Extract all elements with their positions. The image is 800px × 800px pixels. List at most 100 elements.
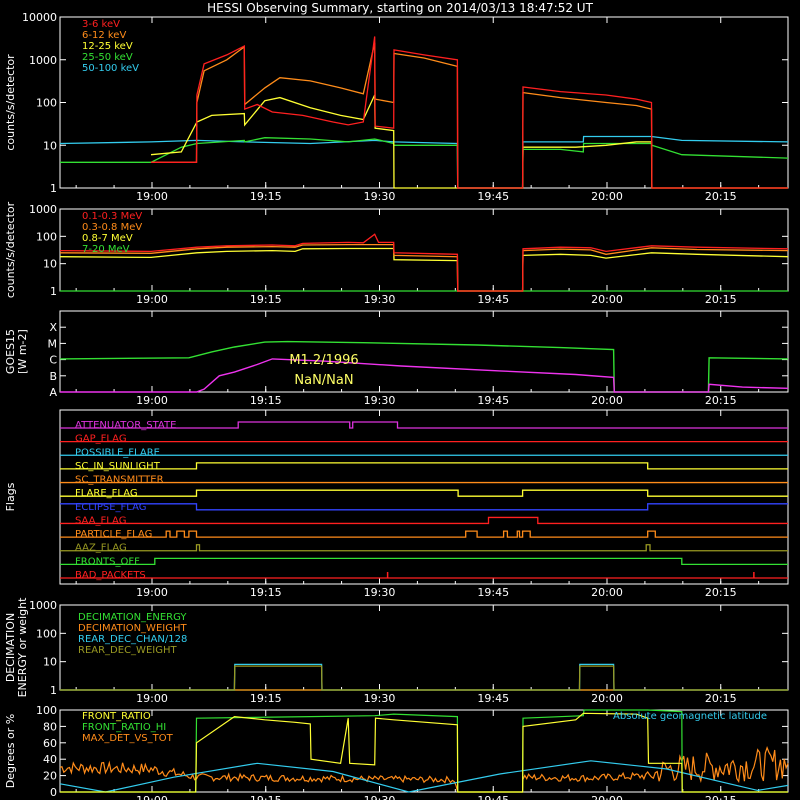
goes-xtick-label: 19:15 xyxy=(250,394,282,407)
series-0-1-0-3-mev xyxy=(59,233,789,292)
lc_low-ytick-label: 1000 xyxy=(29,54,57,67)
decim-xtick-label: 20:15 xyxy=(705,692,737,705)
flag-label: POSSIBLE_FLARE xyxy=(75,447,160,458)
lc_high-legend-entry: 7-20 MeV xyxy=(82,244,130,255)
flag-label: ECLIPSE_FLAG xyxy=(75,502,146,513)
flag-label: PARTICLE_FLAG xyxy=(75,529,152,540)
goes-xtick-label: 19:45 xyxy=(477,394,509,407)
goes-annotation-1: M1.2/1996 xyxy=(289,353,358,368)
ratio-ytick-label: 20 xyxy=(43,770,57,783)
decim-ylabel2: ENERGY or weight xyxy=(16,597,29,697)
flag-label: FLARE_FLAG xyxy=(75,488,138,499)
flags-xtick-label: 20:15 xyxy=(705,586,737,599)
lc_high-ytick-label: 1000 xyxy=(29,203,57,216)
series-max-det-vs-tot xyxy=(59,746,789,793)
ratio-ytick-label: 0 xyxy=(50,786,57,799)
lc_high-xtick-label: 19:30 xyxy=(364,293,396,306)
ratio-legend-entry: FRONT_RATIO xyxy=(82,711,151,722)
decim-ytick-label: 100 xyxy=(36,627,57,640)
goes-ytick-label: M xyxy=(48,337,58,350)
goes-short-curve xyxy=(60,358,789,393)
flag-sc-in-sunlight-trace xyxy=(60,462,788,470)
flags-ylabel: Flags xyxy=(4,482,17,511)
flag-particle-flag-trace xyxy=(60,530,788,538)
decim-xtick-label: 19:30 xyxy=(364,692,396,705)
lc_low-xtick-label: 20:00 xyxy=(591,190,623,203)
lc_low-xtick-label: 20:15 xyxy=(705,190,737,203)
goes-xtick-label: 20:00 xyxy=(591,394,623,407)
flag-eclipse-flag-trace xyxy=(60,503,788,511)
series-0-8-7-mev xyxy=(59,247,789,292)
flags-xtick-label: 20:00 xyxy=(591,586,623,599)
lc_low-legend-entry: 3-6 keV xyxy=(82,19,120,30)
lc_high-ytick-label: 10 xyxy=(43,258,57,271)
flag-label: GAP_FLAG xyxy=(75,434,127,445)
lc_high-xtick-label: 20:15 xyxy=(705,293,737,306)
lc_low-xtick-label: 19:15 xyxy=(250,190,282,203)
decim-ytick-label: 1 xyxy=(50,684,57,697)
flags-xtick-label: 19:00 xyxy=(136,586,168,599)
ratio-ytick-label: 40 xyxy=(43,753,57,766)
ratio-xtick-label: 19:15 xyxy=(250,794,282,800)
flag-flare-flag-trace xyxy=(60,489,788,497)
ratio-legend-entry: MAX_DET_VS_TOT xyxy=(82,733,174,744)
ratio-ytick-label: 60 xyxy=(43,737,57,750)
geomagnetic-latitude-label: Absolute geomagnetic latitude xyxy=(613,711,767,722)
lc_high-ylabel: counts/s/detector xyxy=(4,201,17,298)
goes-ytick-label: B xyxy=(49,370,57,383)
lc_low-ytick-label: 1 xyxy=(50,182,57,195)
ratio-xtick-label: 19:45 xyxy=(477,794,509,800)
lc_low-legend-entry: 12-25 keV xyxy=(82,41,133,52)
lc_high-legend-entry: 0.3-0.8 MeV xyxy=(82,222,142,233)
goes-ytick-label: C xyxy=(49,354,57,367)
lc_low-ytick-label: 100 xyxy=(36,97,57,110)
lc_high-xtick-label: 19:45 xyxy=(477,293,509,306)
flag-label: BAD_PACKETS xyxy=(75,570,146,581)
ratio-ytick-label: 100 xyxy=(36,704,57,717)
series-rear-dec-chan-128 xyxy=(60,663,788,691)
flags-xtick-label: 19:30 xyxy=(364,586,396,599)
lc_high-legend-entry: 0.1-0.3 MeV xyxy=(82,211,142,222)
ratio-xtick-label: 20:00 xyxy=(591,794,623,800)
decim-xtick-label: 19:00 xyxy=(136,692,168,705)
decim-legend-entry: REAR_DEC_WEIGHT xyxy=(78,645,177,656)
goes-xtick-label: 19:00 xyxy=(136,394,168,407)
lc_low-ytick-label: 10000 xyxy=(22,11,57,24)
lc_low-xtick-label: 19:30 xyxy=(364,190,396,203)
ratio-legend-entry: FRONT_RATIO_HI xyxy=(82,722,166,733)
decim-ytick-label: 1000 xyxy=(29,599,57,612)
series-0-3-0-8-mev xyxy=(59,243,789,292)
series-3-6-kev xyxy=(151,36,788,189)
ratio-ytick-label: 80 xyxy=(43,720,57,733)
goes-ylabel2: [W m-2] xyxy=(16,329,29,374)
lc_high-xtick-label: 19:15 xyxy=(250,293,282,306)
lc_low-legend-entry: 25-50 keV xyxy=(82,52,133,63)
flag-label: SC_IN_SUNLIGHT xyxy=(75,461,161,472)
goes-xtick-label: 19:30 xyxy=(364,394,396,407)
decim-xtick-label: 20:00 xyxy=(591,692,623,705)
series-6-12-kev xyxy=(151,42,788,189)
decim-legend-entry: DECIMATION_WEIGHT xyxy=(78,623,187,634)
decim-xtick-label: 19:15 xyxy=(250,692,282,705)
flag-attenuator-state-trace xyxy=(60,421,788,429)
lc_high-ytick-label: 100 xyxy=(36,230,57,243)
lc_low-ytick-label: 10 xyxy=(43,139,57,152)
flag-label: FRONTS_OFF xyxy=(75,556,140,567)
panels-group: 19:00 19:15 19:30 19:45 20:00 20:151101001000… xyxy=(4,11,789,800)
lc_low-ylabel: counts/s/detector xyxy=(4,54,17,151)
goes-ytick-label: A xyxy=(49,386,57,399)
flag-label: ATTENUATOR_STATE xyxy=(75,420,176,431)
lc_low-legend-entry: 50-100 keV xyxy=(82,63,139,74)
goes-frame xyxy=(59,310,789,393)
lc_high-xtick-label: 19:00 xyxy=(136,293,168,306)
figure-title: HESSI Observing Summary, starting on 201… xyxy=(207,1,593,15)
decim-legend-entry: REAR_DEC_CHAN/128 xyxy=(78,634,187,645)
series-absolute-geomagnetic-latitude xyxy=(59,760,789,793)
ratio-xtick-label: 19:30 xyxy=(364,794,396,800)
flag-saa-flag-trace xyxy=(60,516,788,525)
lc_low-xtick-label: 19:00 xyxy=(136,190,168,203)
lc_high-ytick-label: 1 xyxy=(50,285,57,298)
goes-ylabel: GOES15 xyxy=(4,329,17,374)
series-front-ratio xyxy=(60,712,788,793)
